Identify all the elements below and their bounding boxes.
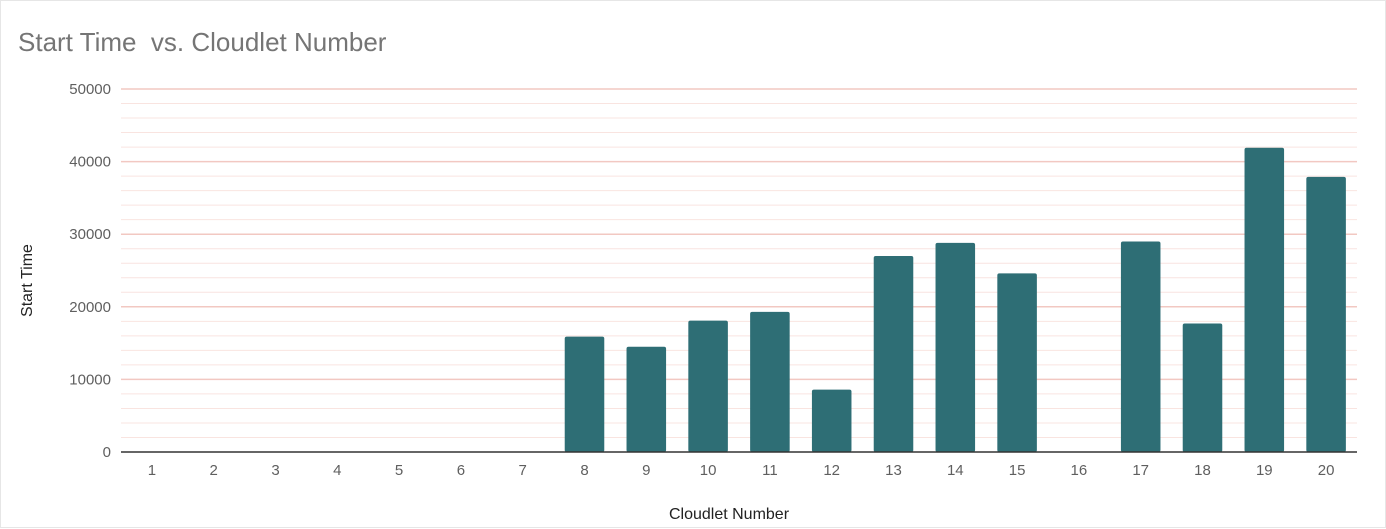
bar-15 (997, 273, 1037, 452)
bar-9 (626, 346, 667, 452)
grid-lines (121, 88, 1357, 438)
bar-14 (935, 242, 976, 452)
y-tick-label: 30000 (69, 226, 111, 243)
bar-17 (1120, 241, 1161, 452)
x-tick-label: 7 (519, 462, 527, 479)
y-tick-label: 50000 (69, 81, 111, 98)
x-tick-label: 14 (947, 462, 964, 479)
x-tick-label: 6 (457, 462, 465, 479)
y-tick-label: 20000 (69, 299, 111, 316)
bar-12 (811, 389, 852, 452)
bar-10 (688, 320, 728, 452)
x-tick-label: 1 (148, 462, 156, 479)
x-tick-label: 8 (580, 462, 588, 479)
bar-18 (1182, 323, 1223, 452)
x-tick-label: 11 (762, 462, 778, 479)
y-tick-label: 40000 (69, 154, 111, 171)
x-tick-label: 20 (1318, 462, 1335, 479)
x-tick-label: 10 (700, 462, 717, 479)
bar-19 (1244, 147, 1285, 452)
x-tick-label: 3 (271, 462, 279, 479)
x-tick-label: 4 (333, 462, 341, 479)
y-tick-labels: 0 10000 20000 30000 40000 50000 (69, 81, 111, 461)
x-axis-title: Cloudlet Number (669, 506, 790, 523)
x-tick-label: 2 (210, 462, 218, 479)
y-tick-label: 10000 (69, 371, 111, 388)
chart-title: Start Time vs. Cloudlet Number (18, 27, 387, 57)
x-tick-label: 17 (1132, 462, 1149, 479)
x-tick-labels: 1 2 3 4 5 6 7 8 9 10 11 12 13 14 15 16 17 18 19 20 (148, 462, 1335, 479)
x-tick-label: 13 (885, 462, 902, 479)
x-tick-label: 12 (823, 462, 840, 479)
bar-13 (873, 255, 914, 452)
y-tick-label: 0 (103, 444, 111, 461)
x-tick-label: 18 (1194, 462, 1211, 479)
bar-8 (564, 336, 605, 452)
bar-20 (1306, 176, 1346, 452)
x-tick-label: 9 (642, 462, 650, 479)
x-tick-label: 5 (395, 462, 403, 479)
x-tick-label: 19 (1256, 462, 1273, 479)
x-tick-label: 16 (1071, 462, 1088, 479)
y-axis-title: Start Time (19, 244, 36, 317)
bars (564, 147, 1346, 452)
x-tick-label: 15 (1009, 462, 1026, 479)
bar-11 (750, 311, 790, 452)
